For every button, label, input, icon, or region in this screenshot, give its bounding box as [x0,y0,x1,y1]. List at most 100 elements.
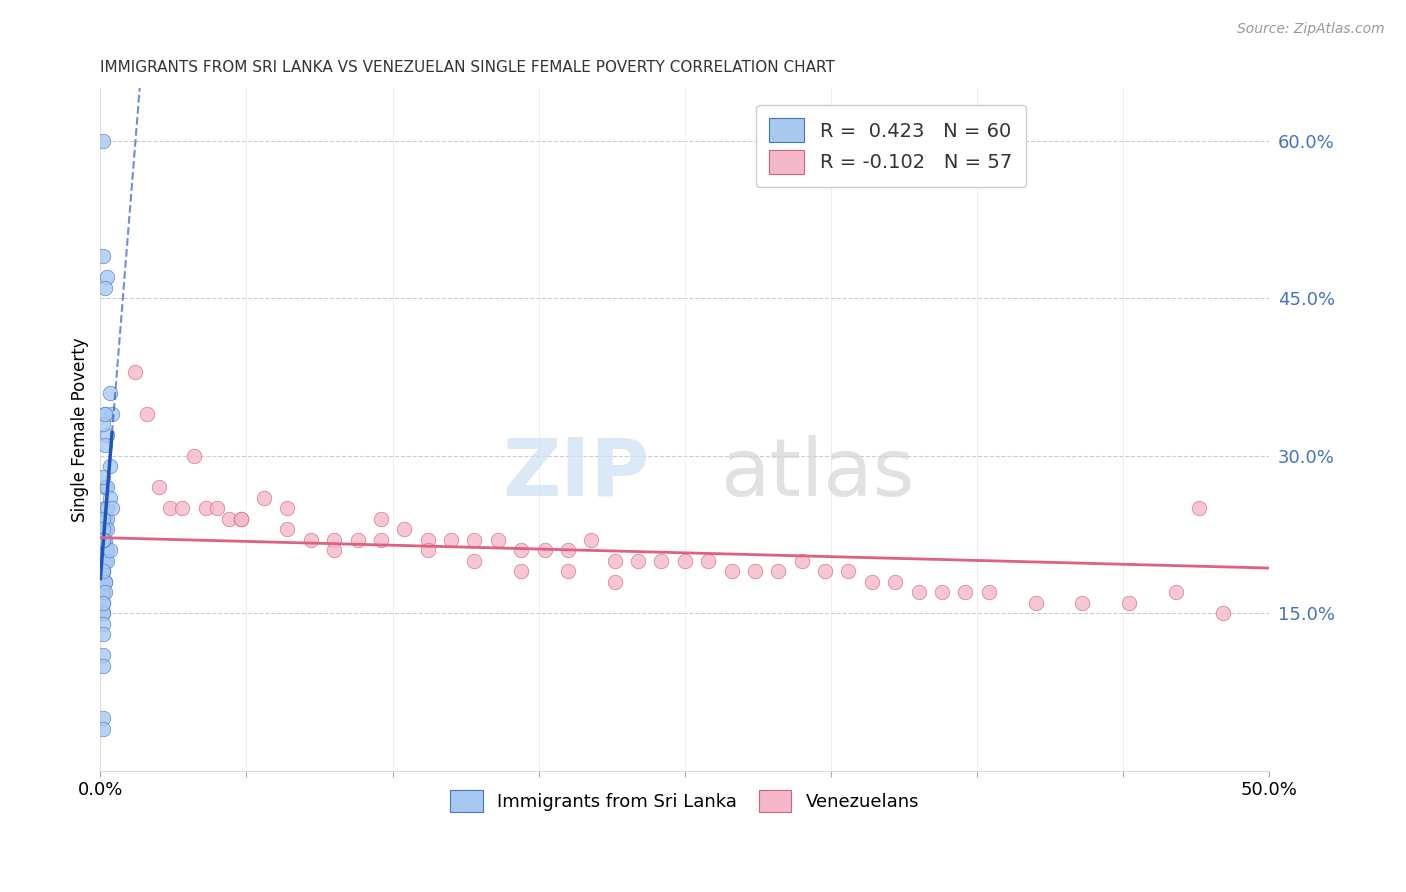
Point [96,512,118,526]
Point [91,564,114,578]
Point [91,722,114,736]
Point [91,574,114,589]
Point [94,407,117,421]
Point [603,574,626,589]
Point [94,501,117,516]
Legend: Immigrants from Sri Lanka, Venezuelans: Immigrants from Sri Lanka, Venezuelans [440,780,931,823]
Point [790,554,813,568]
Point [91,596,114,610]
Point [650,554,672,568]
Point [94,281,117,295]
Point [91,522,114,536]
Point [218,512,240,526]
Point [323,543,346,558]
Point [91,585,114,599]
Point [96,554,118,568]
Point [370,512,392,526]
Point [94,533,117,547]
Point [1071,596,1094,610]
Point [557,564,579,578]
Point [860,574,883,589]
Point [837,564,859,578]
Point [96,270,118,285]
Point [91,469,114,483]
Point [440,533,463,547]
Point [91,627,114,641]
Point [229,512,252,526]
Point [94,574,117,589]
Y-axis label: Single Female Poverty: Single Female Poverty [72,337,89,522]
Point [673,554,696,568]
Text: IMMIGRANTS FROM SRI LANKA VS VENEZUELAN SINGLE FEMALE POVERTY CORRELATION CHART: IMMIGRANTS FROM SRI LANKA VS VENEZUELAN … [100,60,835,75]
Point [557,543,579,558]
Point [463,533,485,547]
Point [98,491,121,505]
Point [91,533,114,547]
Point [346,533,368,547]
Point [91,596,114,610]
Point [91,564,114,578]
Point [1188,501,1211,516]
Point [91,648,114,663]
Point [94,438,117,452]
Point [603,554,626,568]
Point [94,407,117,421]
Point [91,533,114,547]
Point [276,501,298,516]
Point [98,385,121,400]
Point [1024,596,1046,610]
Point [94,512,117,526]
Point [96,543,118,558]
Point [194,501,217,516]
Point [91,554,114,568]
Point [94,554,117,568]
Point [744,564,766,578]
Point [136,407,159,421]
Point [91,585,114,599]
Point [91,417,114,432]
Point [94,522,117,536]
Point [768,564,790,578]
Point [91,564,114,578]
Point [98,543,121,558]
Point [91,543,114,558]
Point [148,480,170,494]
Point [697,554,720,568]
Point [91,554,114,568]
Point [1164,585,1187,599]
Text: Source: ZipAtlas.com: Source: ZipAtlas.com [1237,22,1385,37]
Point [907,585,929,599]
Point [977,585,1000,599]
Point [323,533,346,547]
Point [955,585,977,599]
Point [814,564,837,578]
Point [229,512,252,526]
Point [299,533,322,547]
Point [91,249,114,263]
Point [627,554,650,568]
Point [1212,606,1234,620]
Point [253,491,276,505]
Point [416,543,439,558]
Point [486,533,509,547]
Point [91,134,114,148]
Point [94,543,117,558]
Text: atlas: atlas [720,434,914,513]
Point [510,543,533,558]
Point [94,480,117,494]
Point [159,501,181,516]
Point [931,585,953,599]
Point [91,606,114,620]
Point [91,554,114,568]
Point [533,543,555,558]
Point [94,574,117,589]
Point [510,564,533,578]
Point [91,711,114,725]
Point [96,427,118,442]
Point [98,459,121,474]
Point [276,522,298,536]
Point [720,564,742,578]
Point [1118,596,1140,610]
Point [91,606,114,620]
Point [394,522,416,536]
